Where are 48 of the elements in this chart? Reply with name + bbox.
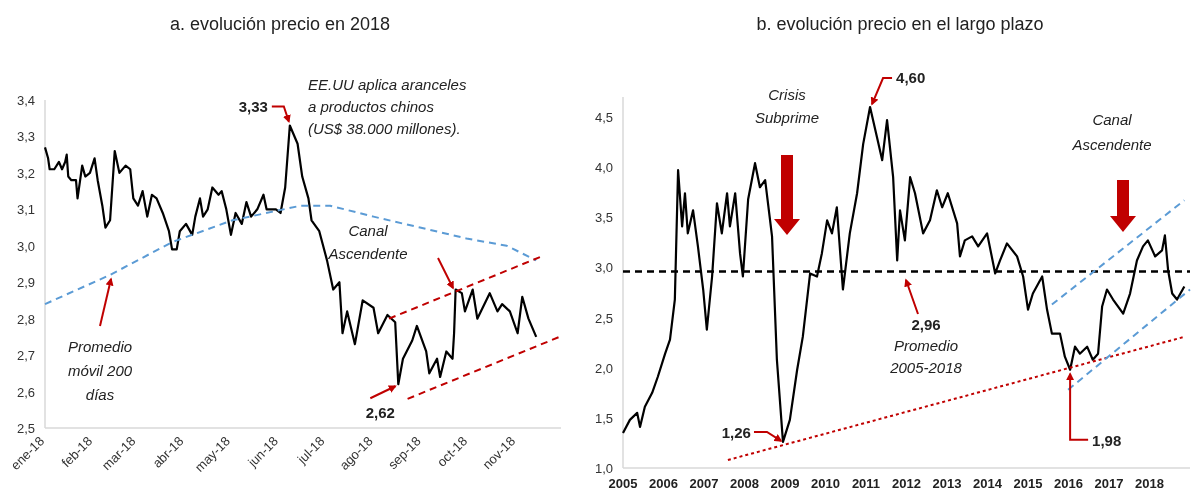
- x-tick-label: 2013: [932, 476, 962, 491]
- y-tick-label: 1,5: [594, 410, 613, 426]
- y-tick-label: 2,9: [16, 275, 35, 291]
- annotation: Promedio 2005-2018: [889, 337, 963, 376]
- annotation: 4,60: [896, 69, 926, 87]
- x-tick-label: 2015: [1013, 476, 1043, 491]
- y-tick-label: 2,7: [16, 348, 35, 364]
- annotation: 2,62: [365, 404, 395, 422]
- y-tick-label: 3,3: [16, 129, 35, 145]
- x-tick-label: 2011: [851, 476, 881, 491]
- y-tick-label: 3,5: [594, 210, 613, 226]
- x-tick-label: 2010: [811, 476, 840, 491]
- x-tick-label: 2014: [973, 476, 1003, 491]
- y-tick-label: 1,0: [594, 461, 613, 476]
- y-tick-label: 4,0: [594, 160, 613, 176]
- y-tick-label: 3,0: [594, 260, 613, 276]
- y-tick-label: 3,2: [16, 165, 35, 181]
- y-tick-label: 3,4: [16, 93, 35, 108]
- x-tick-label: 2016: [1054, 476, 1083, 491]
- chart-title: a. evolución precio en 2018: [169, 14, 391, 34]
- x-tick-label: 2017: [1094, 476, 1124, 491]
- annotation: 3,33: [238, 97, 268, 115]
- annotation: 1,26: [721, 423, 751, 441]
- x-tick-label: 2007: [689, 476, 719, 491]
- y-tick-label: 2,8: [16, 311, 35, 327]
- x-tick-label: 2012: [892, 476, 921, 491]
- x-tick-label: 2009: [770, 476, 800, 491]
- annotation: Canal Ascendente: [327, 222, 408, 262]
- y-tick-label: 2,0: [594, 360, 613, 376]
- chart-title: b. evolución precio en el largo plazo: [756, 14, 1044, 34]
- y-tick-label: 4,5: [594, 110, 613, 126]
- annotation: EE.UU aplica aranceles a productos chinos (US$ 38.000 millones).: [308, 76, 467, 137]
- y-tick-label: 3,0: [16, 238, 35, 254]
- y-tick-label: 2,5: [594, 310, 613, 326]
- annotation: Crisis Subprime: [754, 86, 820, 126]
- line-series: [44, 204, 538, 306]
- text: Promedio móvil 200 días: [67, 338, 133, 403]
- x-tick-label: 2005: [608, 476, 638, 491]
- ref-line-label: 2,96: [911, 316, 941, 333]
- line-series: [43, 124, 538, 386]
- x-tick-label: 2006: [649, 476, 678, 491]
- y-tick-label: 2,6: [16, 384, 35, 400]
- x-tick-label: 2018: [1135, 476, 1164, 491]
- x-tick-label: 2008: [730, 476, 759, 491]
- annotation: Canal Ascendente: [1071, 111, 1152, 153]
- annotation: 1,98: [1092, 431, 1122, 449]
- y-tick-label: 2,5: [16, 421, 35, 436]
- y-tick-label: 3,1: [16, 202, 35, 218]
